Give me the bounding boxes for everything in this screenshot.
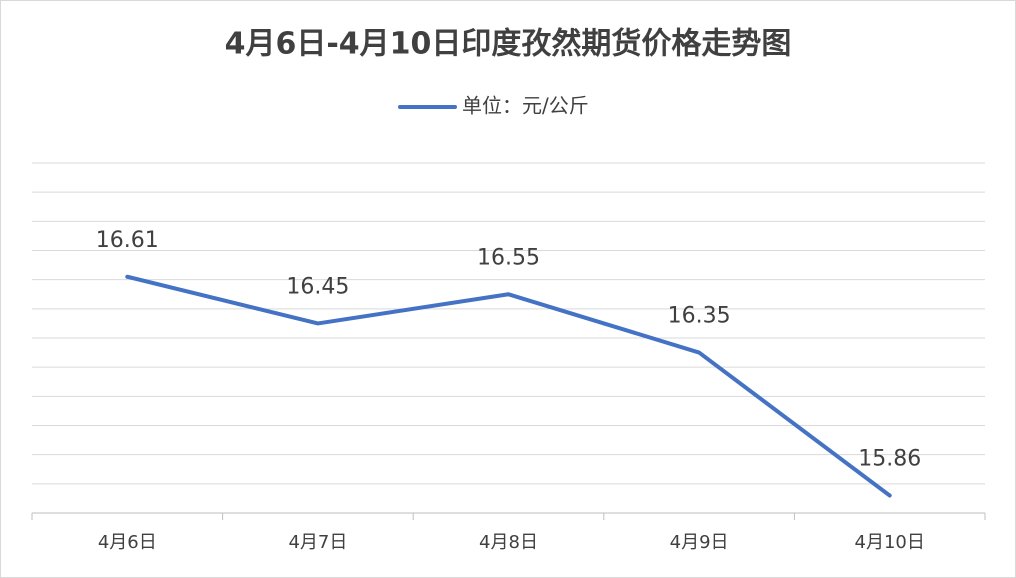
data-label: 16.55 (477, 245, 540, 270)
legend-label: 单位：元/公斤 (462, 94, 589, 118)
x-tick-label: 4月8日 (479, 532, 538, 553)
x-tick-label: 4月6日 (98, 532, 157, 553)
x-tick-label: 4月7日 (288, 532, 347, 553)
data-label: 15.86 (858, 447, 921, 472)
x-tick-label: 4月10日 (855, 532, 925, 553)
data-label: 16.61 (96, 228, 159, 253)
x-tick-label: 4月9日 (670, 532, 729, 553)
data-label: 16.45 (286, 274, 349, 299)
data-line (125, 274, 892, 498)
data-label: 16.35 (668, 304, 731, 329)
chart-title: 4月6日-4月10日印度孜然期货价格走势图 (225, 27, 792, 62)
